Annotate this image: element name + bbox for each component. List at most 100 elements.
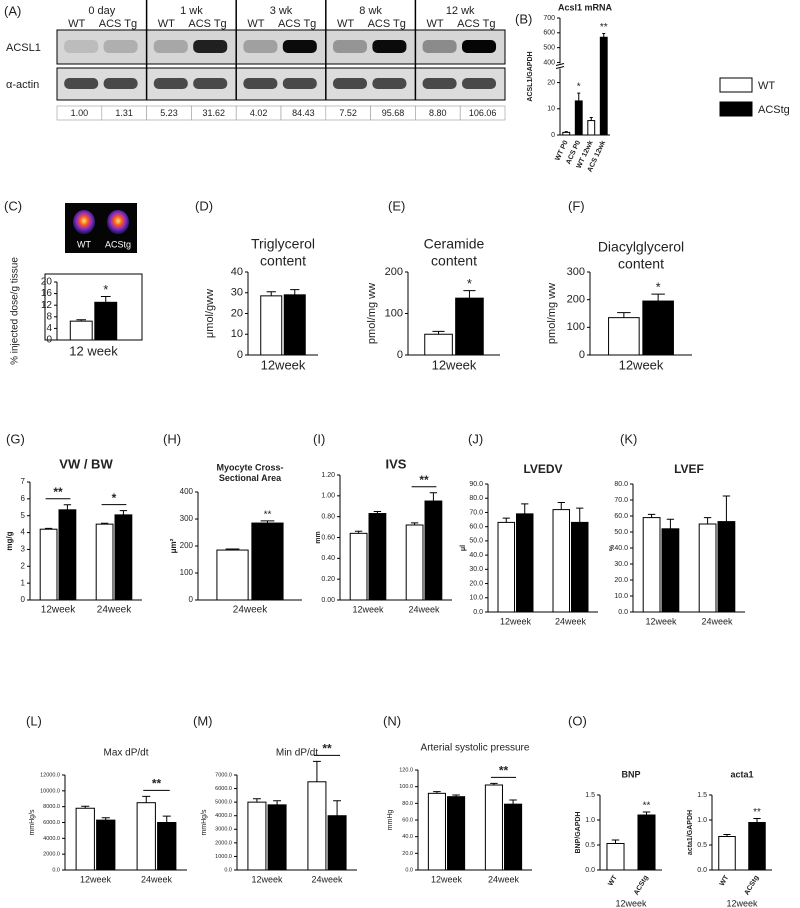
- panel-label: (I): [313, 431, 325, 446]
- x-axis-label: 12 week: [69, 343, 118, 358]
- bar: [58, 509, 77, 601]
- significance: *: [577, 82, 581, 93]
- bar: [307, 781, 327, 871]
- bar: [216, 549, 249, 601]
- y-tick-label: 4: [46, 323, 52, 334]
- error-bar: [564, 131, 568, 133]
- bar: [114, 514, 133, 601]
- plot-box: [44, 273, 143, 341]
- y-tick-label: 2: [21, 561, 26, 570]
- bar: [608, 317, 640, 356]
- y-tick-label: 6000.0: [215, 786, 232, 792]
- significance: **: [264, 510, 272, 521]
- y-tick-label: 200: [567, 294, 585, 306]
- error-bar: [589, 116, 593, 121]
- y-tick-label: 300: [567, 266, 585, 278]
- y-axis-label: acta1/GAPDH: [687, 810, 694, 855]
- bar: [349, 532, 368, 601]
- y-tick-label: 30: [231, 287, 243, 299]
- error-bar: [273, 800, 282, 805]
- error-bar: [266, 291, 276, 296]
- y-tick-label: 1.0: [585, 817, 595, 824]
- error-bar: [651, 293, 665, 302]
- y-tick-label: 300: [180, 514, 194, 523]
- y-tick-label: 4: [21, 528, 26, 537]
- blot-lane-label: WT: [247, 18, 264, 30]
- blot-band: [332, 78, 368, 89]
- blot-lane-label: ACS Tg: [457, 18, 495, 30]
- error-bar: [577, 92, 581, 101]
- blot-lane-label: WT: [68, 18, 85, 30]
- panel-label: (C): [4, 198, 22, 213]
- x-tick-label: 12week: [251, 874, 283, 884]
- error-bar: [101, 817, 110, 821]
- y-tick-label: 600: [543, 30, 555, 37]
- y-tick-label: 40.0: [402, 834, 413, 840]
- significance: **: [322, 742, 332, 756]
- y-tick-label: 5: [21, 511, 26, 520]
- x-tick-label: 24week: [97, 605, 132, 616]
- quant-value: 84.43: [292, 108, 315, 118]
- y-tick-label: 0: [237, 349, 243, 361]
- legend-swatch: [719, 101, 753, 117]
- blot-band: [282, 40, 317, 53]
- blot-band: [193, 40, 228, 53]
- error-bar: [119, 510, 128, 515]
- y-axis-label: mmHg/s: [29, 809, 36, 836]
- axis-break-mark: [555, 65, 565, 69]
- y-tick-label: 0: [46, 335, 52, 346]
- legend-label: ACStg: [758, 104, 790, 116]
- error-bar: [509, 799, 517, 805]
- chart-title: VW / BW: [59, 456, 113, 471]
- error-bar: [142, 795, 151, 803]
- error-bar: [100, 522, 109, 525]
- y-tick-label: 60.0: [402, 817, 413, 823]
- x-axis-label: 12week: [261, 357, 306, 372]
- y-tick-label: 0.0: [618, 609, 628, 616]
- chart-title: Diacylglycerol: [598, 239, 684, 255]
- blot-band: [422, 40, 457, 53]
- error-bar: [290, 289, 300, 295]
- y-axis-label: pmol/mg ww: [366, 283, 378, 344]
- y-tick-label: 0.80: [321, 514, 335, 521]
- bar: [96, 819, 116, 871]
- y-tick-label: 8000.0: [43, 804, 60, 810]
- y-axis-label: mm: [315, 531, 322, 543]
- y-tick-label: 1.00: [321, 493, 335, 500]
- y-tick-label: 50.0: [469, 538, 483, 545]
- quant-value: 1.00: [71, 108, 89, 118]
- y-tick-label: 10.0: [469, 595, 483, 602]
- y-axis-label: mmHg/s: [201, 809, 208, 836]
- y-tick-label: 20.0: [469, 580, 483, 587]
- blot-group-label: 3 wk: [270, 5, 293, 17]
- image-label: WT: [77, 239, 91, 249]
- y-tick-label: 0: [189, 595, 194, 604]
- bar: [267, 804, 287, 871]
- bar: [136, 802, 156, 871]
- error-bar: [611, 839, 620, 844]
- chart-title: Max dP/dt: [103, 748, 148, 759]
- error-bar: [76, 319, 87, 322]
- y-tick-label: 4000.0: [215, 813, 232, 819]
- y-axis-label: mmHg: [387, 810, 394, 831]
- bar: [718, 836, 736, 871]
- bar: [748, 822, 766, 871]
- bar: [552, 509, 571, 613]
- error-bar: [521, 503, 529, 514]
- bar: [327, 815, 347, 871]
- x-tick-label: WT: [607, 874, 619, 888]
- x-tick-label: 12week: [41, 605, 76, 616]
- y-tick-label: 200: [180, 541, 194, 550]
- y-tick-label: 8: [46, 311, 52, 322]
- y-tick-label: 0.40: [321, 555, 335, 562]
- bar: [698, 523, 717, 613]
- blot-group-label: 0 day: [88, 5, 115, 17]
- y-tick-label: 20: [231, 307, 243, 319]
- chart-title: IVS: [386, 456, 407, 471]
- y-tick-label: 6000.0: [43, 820, 60, 826]
- blot-band: [243, 78, 278, 89]
- quant-value: 1.31: [115, 108, 133, 118]
- x-tick-label: 12week: [645, 616, 677, 626]
- error-bar: [723, 834, 731, 837]
